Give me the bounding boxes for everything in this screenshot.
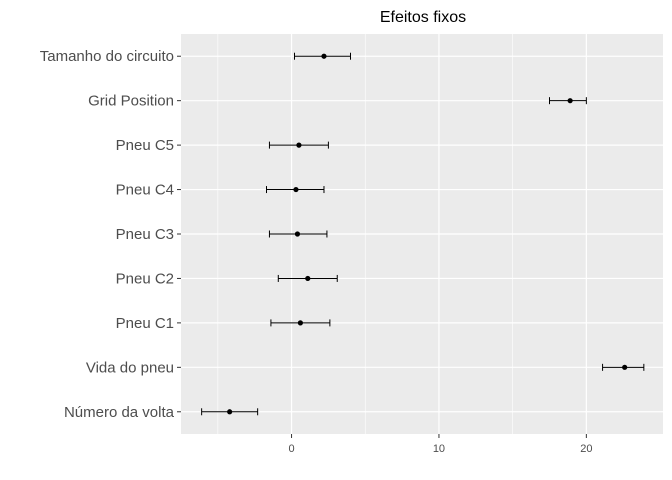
y-axis-labels: Tamanho do circuito Grid Position Pneu C5 P… (40, 48, 175, 421)
y-tick-label: Pneu C1 (116, 315, 174, 332)
y-tick-label: Vida do pneu (86, 359, 174, 376)
x-axis-ticks (291, 434, 587, 438)
y-tick-label: Pneu C4 (116, 182, 174, 199)
y-axis-ticks (177, 55, 181, 413)
y-tick-label: Pneu C5 (116, 137, 174, 154)
y-tick-label: Grid Position (88, 93, 174, 110)
estimate-point (227, 409, 233, 415)
y-tick-label: Pneu C2 (116, 270, 174, 287)
x-tick-label: 20 (580, 443, 592, 455)
y-tick-label: Tamanho do circuito (40, 48, 174, 65)
estimate-point (294, 231, 301, 237)
chart-title: Efeitos fixos (380, 9, 466, 26)
estimate-point (567, 98, 573, 104)
y-tick-label: Número da volta (64, 404, 175, 421)
estimate-point (622, 364, 628, 370)
x-tick-label: 10 (433, 443, 445, 455)
grid-lines (181, 34, 663, 434)
estimate-point (321, 53, 327, 59)
estimate-point (296, 142, 302, 148)
x-axis-labels: 0 10 20 (288, 443, 592, 455)
estimate-point (297, 320, 303, 326)
y-tick-label: Pneu C3 (116, 226, 174, 243)
x-tick-label: 0 (288, 443, 294, 455)
data-marks (201, 52, 645, 416)
estimate-point (293, 186, 299, 193)
estimate-point (305, 275, 311, 282)
